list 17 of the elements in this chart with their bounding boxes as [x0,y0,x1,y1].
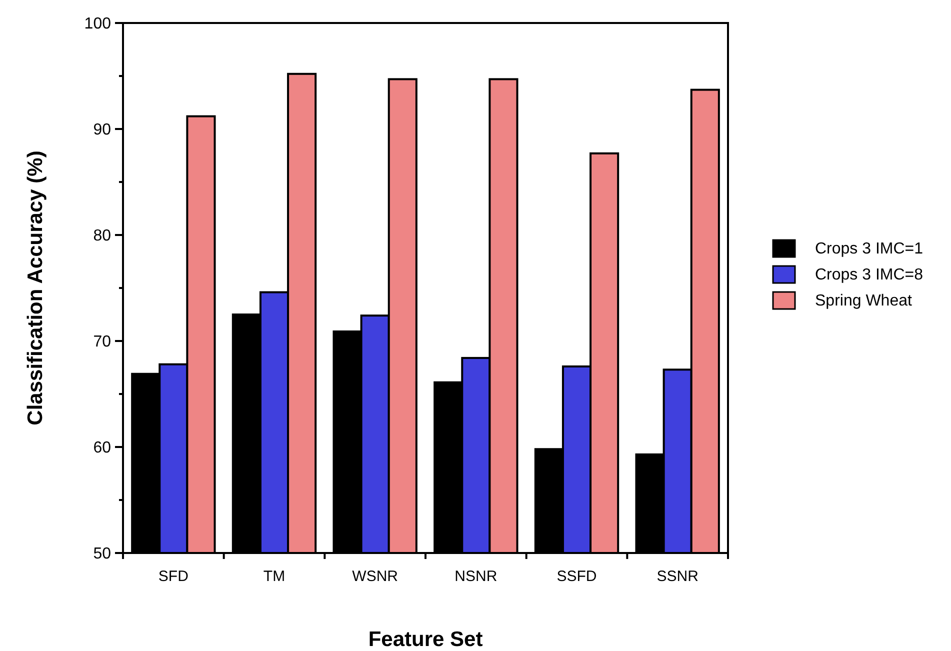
y-tick-label: 100 [84,16,112,33]
y-tick-label: 70 [93,334,112,351]
y-tick-label: 50 [93,546,112,563]
y-tick-label: 90 [93,122,112,139]
legend-label: Crops 3 IMC=1 [815,240,924,258]
x-tick-label: SSNR [656,568,699,585]
x-tick-label: TM [263,568,286,585]
y-tick-label: 60 [93,440,112,457]
legend-label: Crops 3 IMC=8 [815,266,924,284]
x-tick-label: NSNR [454,568,498,585]
legend-label: Spring Wheat [815,292,912,310]
x-tick-label: SSFD [556,568,597,585]
y-tick-label: 80 [93,228,112,245]
y-axis-title: Classification Accuracy (%) [24,150,47,426]
x-tick-label: SFD [158,568,189,585]
x-tick-label: WSNR [352,568,398,585]
x-axis-title: Feature Set [368,628,483,651]
